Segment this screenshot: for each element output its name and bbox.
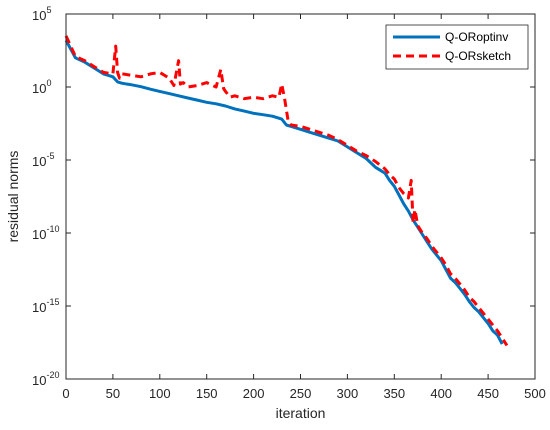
x-tick-label: 450 (477, 386, 499, 401)
legend: Q-ORoptinv Q-ORsketch (385, 24, 529, 70)
x-axis-label: iteration (276, 405, 326, 421)
y-tick-label: 100 (32, 78, 51, 96)
x-tick-label: 500 (524, 386, 546, 401)
y-tick-exponent: 5 (46, 5, 51, 15)
y-tick-base: 10 (32, 154, 46, 169)
x-tick-label: 350 (383, 386, 405, 401)
x-tick-label: 250 (290, 386, 312, 401)
x-tick-label: 0 (62, 386, 69, 401)
x-tick-label: 400 (430, 386, 452, 401)
x-tick-label: 50 (106, 386, 120, 401)
legend-label-q-orsketch: Q-ORsketch (445, 49, 511, 63)
x-tick-label: 300 (337, 386, 359, 401)
y-tick-label: 10-15 (32, 297, 59, 315)
y-tick-base: 10 (32, 300, 46, 315)
y-tick-label: 10-20 (32, 370, 59, 388)
y-tick-label: 10-5 (32, 151, 54, 169)
series-line-q-oroptinv (64, 39, 504, 345)
y-tick-base: 10 (32, 227, 46, 242)
y-tick-base: 10 (32, 8, 46, 23)
y-tick-label: 105 (32, 5, 51, 23)
series-layer (64, 35, 509, 347)
series-line-q-orsketch (64, 35, 509, 347)
plot-background (66, 14, 535, 379)
y-tick-exponent: -20 (46, 370, 59, 380)
x-tick-label: 200 (243, 386, 265, 401)
x-tick-label: 100 (149, 386, 171, 401)
x-tick-label: 150 (196, 386, 218, 401)
x-axis-ticks: 0 50 100 150 200 250 300 350 400 450 500 (62, 14, 546, 401)
y-tick-label: 10-10 (32, 224, 59, 242)
y-tick-exponent: -5 (46, 151, 54, 161)
legend-label-q-oroptinv: Q-ORoptinv (445, 30, 508, 44)
y-tick-exponent: -15 (46, 297, 59, 307)
y-axis-label: residual norms (5, 151, 21, 243)
y-tick-exponent: -10 (46, 224, 59, 234)
legend-box (385, 24, 529, 70)
y-tick-base: 10 (32, 373, 46, 388)
y-tick-exponent: 0 (46, 78, 51, 88)
y-tick-base: 10 (32, 81, 46, 96)
